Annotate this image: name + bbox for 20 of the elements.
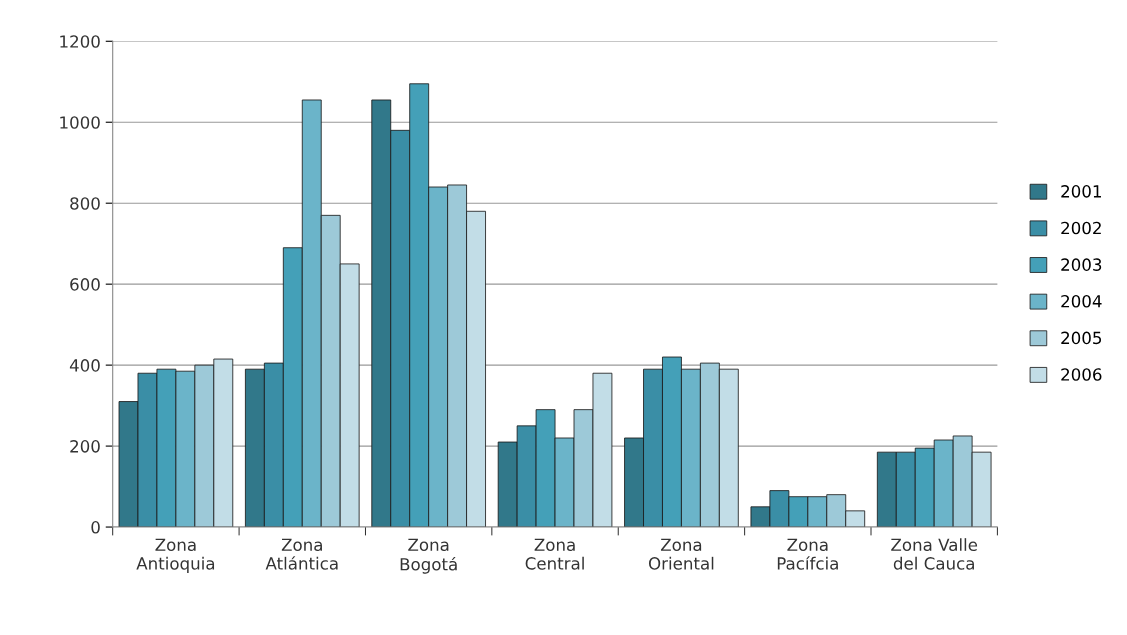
y-tick-label: 1200 — [60, 35, 100, 48]
x-tick-label: Zona Pacífcia — [777, 538, 838, 570]
x-tick-label: Zona Antioquia — [136, 538, 215, 573]
x-tick-label: Zona Valle del Cauca — [891, 538, 978, 570]
y-tick-label: 1000 — [60, 116, 100, 129]
legend-label: 2004 — [1061, 294, 1102, 308]
legend-label: 2003 — [1061, 258, 1102, 271]
y-tick-label: 800 — [70, 197, 100, 210]
y-tick-label: 600 — [70, 278, 100, 291]
legend-label: 2001 — [1061, 185, 1101, 198]
y-tick-label: 200 — [70, 440, 100, 453]
x-tick-label: Zona Bogotá — [400, 538, 457, 574]
x-tick-label: Zona Oriental — [648, 538, 714, 570]
legend-label: 2006 — [1061, 368, 1102, 381]
y-tick-label: 0 — [91, 521, 100, 534]
x-tick-label: Zona Atlántica — [265, 538, 338, 570]
legend-label: 2005 — [1061, 331, 1102, 345]
x-tick-label: Zona Central — [525, 538, 584, 570]
legend-label: 2002 — [1061, 221, 1101, 235]
y-tick-label: 400 — [69, 359, 100, 372]
